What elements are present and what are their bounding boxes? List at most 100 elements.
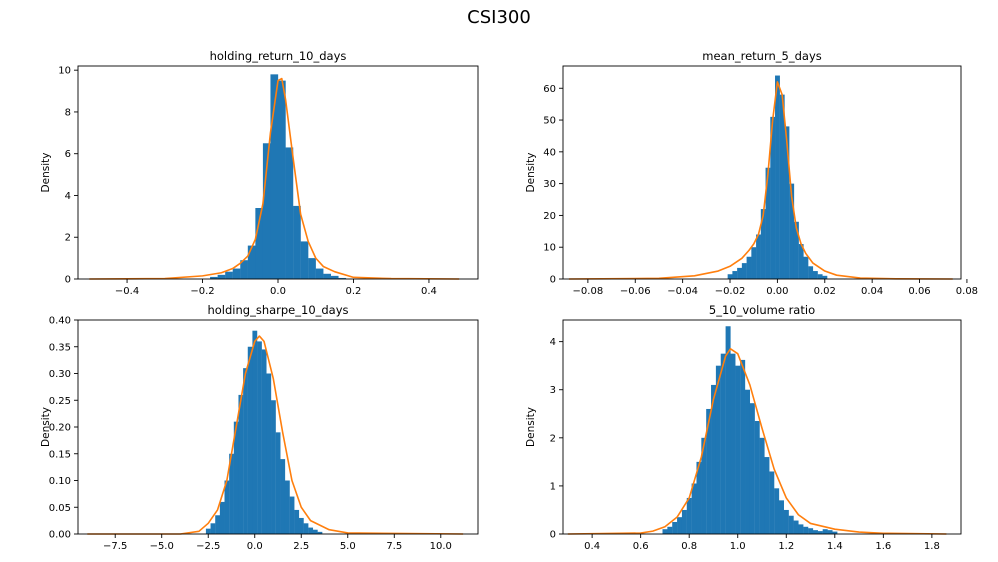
histogram-bar [732,271,738,279]
x-tick-label: 1.2 [778,541,794,552]
histogram-bar [205,528,211,534]
histogram-bars [210,74,347,280]
histogram-bar [730,353,736,534]
y-axis-label: Density [40,407,52,447]
histogram-bar [270,74,279,280]
histogram-bar [662,529,668,534]
histogram-bar [247,346,253,534]
histogram-bar [257,341,262,534]
x-tick-label: 0.0 [270,286,286,297]
x-tick-label: 1.6 [875,541,891,552]
histogram-bar [210,276,218,279]
histogram-bar [284,480,290,534]
histogram-bar [779,94,785,279]
histogram-bars [662,326,838,534]
y-axis-label: Density [40,153,52,193]
histogram-bar [741,263,747,279]
histogram-bar [300,241,309,279]
histogram-bar [217,274,226,279]
y-tick-label: 0.40 [49,316,71,327]
histogram-bars [205,330,323,534]
histogram-bar [803,256,809,279]
y-tick-label: 0.25 [49,396,71,407]
histogram-bar [285,147,294,279]
x-tick-label: −5.0 [150,541,174,552]
y-axis-label: Density [525,407,537,447]
y-tick-label: 0 [65,275,71,286]
y-tick-label: 2 [65,233,71,244]
x-tick-label: 0.4 [421,286,437,297]
histogram-bar [308,527,314,534]
histogram-bar [737,267,743,279]
histogram-bar [789,183,795,279]
y-tick-label: 6 [65,149,71,160]
histogram-bar [808,528,814,534]
histogram-bar [756,234,761,279]
y-tick-label: 30 [543,179,556,190]
axes-frame [562,319,962,535]
y-tick-label: 0.20 [49,423,71,434]
histogram-bar [735,365,741,534]
kde-line [87,335,464,535]
histogram-bar [667,526,673,534]
subplot-title: 5_10_volume ratio [709,303,815,317]
histogram-bar [238,394,244,534]
x-tick-label: 0.6 [633,541,649,552]
y-tick-label: 60 [543,84,556,95]
histogram-bar [725,326,731,534]
histogram-bar [711,384,717,534]
y-tick-label: 10 [543,243,556,254]
histogram-bar [261,349,267,534]
histogram-bar [280,459,286,534]
histogram-bar [210,523,216,534]
histogram-bar [822,275,828,279]
x-tick-label: −0.4 [115,286,139,297]
histogram-bar [338,277,347,279]
histogram-bar [774,488,780,534]
y-tick-label: 0 [550,275,556,286]
histogram-bar [817,274,823,279]
histogram-bar [775,75,780,279]
x-tick-label: 0.8 [681,541,697,552]
histogram-bar [677,517,683,534]
y-tick-label: 20 [543,211,556,222]
axes-frame [562,65,962,280]
histogram-bar [315,268,324,279]
histogram-bar [706,408,712,534]
histogram-bar [760,209,766,279]
histogram-bar [247,245,256,279]
x-tick-label: −0.04 [667,286,698,297]
histogram-bar [754,420,760,534]
histogram-bar [308,258,316,279]
y-tick-label: 0.10 [49,476,71,487]
histogram-bar [765,167,771,279]
subplot-title: holding_sharpe_10_days [207,303,348,317]
x-tick-label: −0.02 [715,286,746,297]
histogram-bar [812,271,818,279]
histogram-bar [751,247,757,279]
histogram-bar [798,524,804,534]
x-tick-label: 0.2 [346,286,362,297]
histogram-bar [822,529,828,534]
y-axis-label: Density [525,153,537,193]
histogram-bar [215,515,221,534]
x-tick-label: 7.5 [386,541,402,552]
histogram-bar [740,359,746,534]
histogram-bar [681,509,687,534]
kde-line [568,81,953,280]
y-tick-label: 3 [550,385,556,396]
histogram-bar [817,531,823,534]
histogram-bar [745,389,751,534]
histogram-bar [219,501,225,534]
x-tick-label: 0.08 [956,286,978,297]
histogram-bar [746,256,752,279]
y-tick-label: 4 [65,191,71,202]
subplot-1: holding_return_10_days −0.4 −0.2 0.0 0.2 0.4 0… [40,49,479,297]
y-tick-label: 0.30 [49,369,71,380]
x-tick-label: 0.00 [766,286,788,297]
y-tick-label: 1 [550,481,556,492]
x-tick-label: 0.06 [908,286,930,297]
x-tick-label: 1.8 [924,541,940,552]
x-tick-label: 0.02 [814,286,836,297]
histogram-bar [759,437,765,534]
